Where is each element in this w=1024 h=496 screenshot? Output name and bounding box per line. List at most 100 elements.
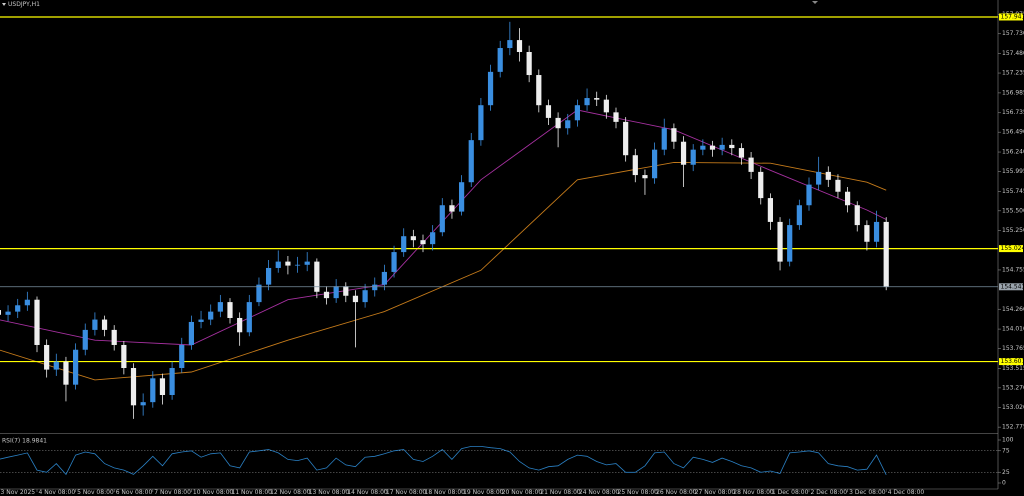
y-tick-label: 156.490	[1002, 129, 1024, 136]
x-tick-label: 4 Nov 08:00	[39, 489, 76, 496]
candle-body	[439, 205, 445, 233]
level-label: 157.941	[1001, 13, 1024, 20]
candle-body	[603, 99, 609, 113]
candle-body	[729, 144, 735, 149]
x-tick-label: 20 Nov 08:00	[502, 489, 543, 496]
y-tick-label: 156.240	[1002, 149, 1024, 156]
x-tick-label: 27 Nov 08:00	[695, 489, 736, 496]
candle-body	[468, 140, 474, 183]
x-tick-label: 17 Nov 08:00	[386, 489, 427, 496]
candle-body	[159, 378, 166, 396]
x-tick-label: 4 Dec 08:00	[888, 489, 925, 496]
candle-body	[738, 148, 745, 158]
moving-average	[0, 109, 887, 346]
y-tick-label: 153.515	[1002, 365, 1024, 372]
x-tick-label: 11 Nov 08:00	[232, 489, 273, 496]
candle-body	[487, 71, 494, 106]
current-price-box	[999, 283, 1023, 291]
candle-body	[642, 175, 648, 179]
candle-body	[806, 184, 812, 206]
current-price-label: 154.543	[1001, 283, 1024, 290]
candle-body	[150, 378, 156, 403]
candle-body	[198, 319, 204, 322]
x-tick-label: 5 Nov 08:00	[77, 489, 114, 496]
rsi-line	[0, 446, 887, 476]
candle-body	[574, 105, 580, 121]
x-tick-label: 28 Nov 08:00	[733, 489, 774, 496]
candle-body	[565, 120, 571, 129]
rsi-tick-label: 100	[1002, 437, 1014, 444]
candle-body	[401, 236, 407, 253]
candle-body	[845, 191, 851, 206]
x-tick-label: 26 Nov 08:00	[656, 489, 697, 496]
candle-body	[623, 121, 629, 156]
candle-body	[613, 112, 619, 122]
candle-body	[227, 302, 233, 318]
candle-body	[169, 368, 175, 396]
x-tick-label: 24 Nov 08:00	[579, 489, 620, 496]
candle-body	[15, 305, 21, 312]
candle-body	[44, 344, 50, 370]
candle-body	[294, 264, 301, 266]
x-tick-label: 3 Dec 08:00	[849, 489, 886, 496]
candle-body	[0, 310, 1, 315]
x-tick-label: 7 Nov 08:00	[154, 489, 191, 496]
candle-body	[111, 329, 117, 345]
candle-body	[92, 319, 98, 330]
candle-body	[24, 299, 30, 306]
candle-body	[825, 171, 831, 180]
y-tick-label: 156.985	[1002, 89, 1024, 96]
y-tick-label: 155.995	[1002, 168, 1024, 175]
candle-body	[53, 361, 59, 370]
candle-body	[777, 221, 783, 262]
y-tick-label: 155.745	[1002, 188, 1024, 195]
x-tick-label: 3 Nov 2025	[1, 489, 36, 496]
candle-body	[121, 344, 127, 369]
candle-body	[864, 225, 870, 242]
candle-body	[314, 261, 320, 292]
y-tick-label: 155.250	[1002, 227, 1024, 234]
candle-body	[632, 155, 638, 176]
candle-body	[796, 205, 802, 226]
candle-body	[430, 232, 436, 245]
candle-body	[835, 179, 841, 192]
moving-average	[0, 161, 887, 381]
y-tick-label: 153.270	[1002, 384, 1024, 391]
candle-body	[854, 205, 860, 226]
candle-body	[323, 291, 330, 299]
x-tick-label: 25 Nov 08:00	[618, 489, 659, 496]
candle-body	[140, 402, 146, 406]
y-tick-label: 153.765	[1002, 345, 1024, 352]
candle-body	[179, 344, 185, 369]
candle-body	[767, 198, 773, 222]
rsi-tick-label: 25	[1002, 469, 1010, 476]
y-tick-label: 154.260	[1002, 306, 1024, 313]
symbol-icon	[2, 3, 6, 6]
candle-body	[671, 128, 677, 142]
level-label-box	[999, 245, 1023, 253]
candle-body	[748, 157, 754, 172]
candle-body	[526, 52, 532, 76]
y-tick-label: 154.010	[1002, 326, 1024, 333]
candle-body	[449, 205, 455, 212]
candle-body	[362, 290, 368, 303]
shift-marker	[812, 1, 818, 4]
candle-body	[372, 284, 378, 291]
rsi-tick-label: 75	[1002, 447, 1010, 454]
candle-body	[545, 105, 552, 118]
candle-body	[873, 221, 880, 242]
x-tick-label: 19 Nov 08:00	[463, 489, 504, 496]
candle-body	[555, 117, 561, 129]
y-tick-label: 157.730	[1002, 30, 1024, 37]
candle-body	[787, 225, 793, 262]
candle-body	[709, 145, 716, 150]
chart-title: USDJPY,H1	[8, 1, 40, 8]
candle-body	[285, 261, 291, 266]
level-label: 153.601	[1001, 358, 1024, 365]
x-tick-label: 12 Nov 08:00	[270, 489, 311, 496]
level-label: 155.024	[1001, 245, 1024, 252]
x-tick-label: 6 Nov 08:00	[116, 489, 153, 496]
candle-body	[410, 236, 416, 241]
candle-body	[690, 149, 696, 165]
